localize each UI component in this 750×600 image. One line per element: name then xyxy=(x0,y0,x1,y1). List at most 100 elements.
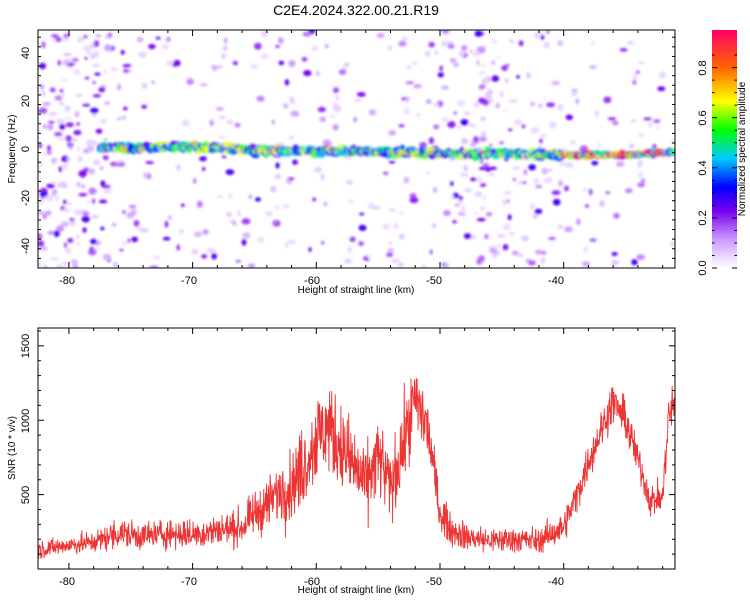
heatmap-cell xyxy=(461,206,466,213)
heatmap-cell xyxy=(611,252,618,256)
heatmap-cell xyxy=(193,177,197,184)
heatmap-cell xyxy=(476,177,483,183)
heatmap-cell xyxy=(273,220,279,225)
heatmap-cell xyxy=(502,223,511,231)
heatmap-cell xyxy=(482,195,486,199)
heatmap-cell xyxy=(433,187,437,193)
heatmap-cell xyxy=(388,208,396,213)
heatmap-cell xyxy=(503,190,512,195)
heatmap-cell xyxy=(122,64,132,68)
heatmap-cell xyxy=(260,53,269,60)
heatmap-cell xyxy=(504,78,509,84)
heatmap-cell xyxy=(277,37,284,44)
heatmap-cell xyxy=(388,160,396,164)
heatmap-cell xyxy=(599,200,605,208)
heatmap-cell xyxy=(60,92,65,99)
colorbar-tick-label: 0.4 xyxy=(697,160,709,175)
heatmap-cell xyxy=(346,179,353,185)
heatmap-cell xyxy=(47,230,55,235)
heatmap-cell xyxy=(605,191,611,195)
heatmap-cell xyxy=(643,117,652,121)
heatmap-cell xyxy=(90,107,99,114)
heatmap-cell xyxy=(176,244,180,251)
heatmap-cell xyxy=(544,41,550,48)
heatmap-cell xyxy=(575,98,580,105)
heatmap-cell xyxy=(463,111,471,116)
heatmap-cell xyxy=(65,247,72,254)
heatmap-cell xyxy=(312,197,316,202)
heatmap-cell xyxy=(42,124,48,129)
heatmap-cell xyxy=(67,238,74,243)
heatmap-cell xyxy=(347,199,354,204)
heatmap-cell xyxy=(38,262,42,268)
heatmap-cell xyxy=(99,118,108,124)
colorbar-gradient xyxy=(712,30,737,268)
heatmap-cell xyxy=(288,60,296,67)
heatmap-cell xyxy=(546,102,556,108)
heatmap-cell xyxy=(441,40,446,47)
heatmap-cell xyxy=(433,49,439,56)
heatmap-cell xyxy=(349,236,356,243)
heatmap-cell xyxy=(503,109,508,113)
heatmap-cell xyxy=(412,60,418,66)
spectrogram-ticks xyxy=(38,30,675,269)
heatmap-cell xyxy=(287,240,296,244)
heatmap-cell xyxy=(474,30,483,37)
heatmap-cell xyxy=(532,214,538,219)
heatmap-cell xyxy=(347,246,352,254)
heatmap-cell xyxy=(508,99,518,103)
snr-panel: -80 -70 -60 -50 -40 500 1000 1500 Height… xyxy=(7,327,676,596)
heatmap-cell xyxy=(458,50,466,57)
heatmap-cell xyxy=(450,181,454,187)
snr-frame xyxy=(37,327,676,570)
heatmap-cell xyxy=(516,75,520,79)
heatmap-cell xyxy=(442,30,450,33)
heatmap-cell xyxy=(489,247,498,254)
heatmap-cell xyxy=(559,162,568,167)
heatmap-cell xyxy=(398,233,405,240)
heatmap-cell xyxy=(73,130,82,136)
snr-series-line xyxy=(38,377,675,559)
heatmap-cell xyxy=(46,150,52,155)
spectrogram-y-tick-label: 0 xyxy=(20,146,32,152)
heatmap-cell xyxy=(38,240,45,248)
heatmap-cell xyxy=(402,36,408,42)
heatmap-cell xyxy=(301,57,308,62)
heatmap-cell xyxy=(462,165,469,169)
heatmap-cell xyxy=(74,111,80,118)
heatmap-cell xyxy=(449,58,457,63)
heatmap-cell xyxy=(513,119,523,126)
heatmap-cell xyxy=(49,87,56,93)
heatmap-cell xyxy=(416,113,421,117)
heatmap-cell xyxy=(459,199,463,205)
heatmap-cell xyxy=(603,96,612,104)
heatmap-cell xyxy=(548,121,557,129)
colorbar-label: Normalized spectral amplitude xyxy=(737,81,748,216)
heatmap-cell xyxy=(453,111,458,115)
heatmap-cell xyxy=(476,59,480,66)
heatmap-cell xyxy=(520,235,530,242)
heatmap-cell xyxy=(332,87,340,94)
heatmap-cell xyxy=(201,254,208,259)
heatmap-cell xyxy=(509,39,515,43)
heatmap-cell xyxy=(450,193,454,200)
colorbar-tick-label: 0.2 xyxy=(697,210,709,225)
heatmap-cell xyxy=(439,65,444,72)
heatmap-cell xyxy=(90,214,99,219)
heatmap-cell xyxy=(636,254,645,261)
heatmap-cell xyxy=(452,62,460,68)
heatmap-cell xyxy=(76,122,80,126)
heatmap-cell xyxy=(526,72,531,79)
heatmap-cell xyxy=(261,30,268,38)
heatmap-cell xyxy=(235,260,242,263)
heatmap-cell xyxy=(632,79,637,85)
heatmap-cell xyxy=(59,123,66,130)
heatmap-cell xyxy=(128,204,137,209)
snr-x-tick-label: -60 xyxy=(304,576,320,588)
heatmap-cell xyxy=(487,88,493,96)
heatmap-cell xyxy=(54,132,63,137)
heatmap-cell xyxy=(474,211,478,216)
heatmap-cell xyxy=(437,72,444,78)
heatmap-cell xyxy=(54,196,59,202)
heatmap-cell xyxy=(71,136,78,143)
